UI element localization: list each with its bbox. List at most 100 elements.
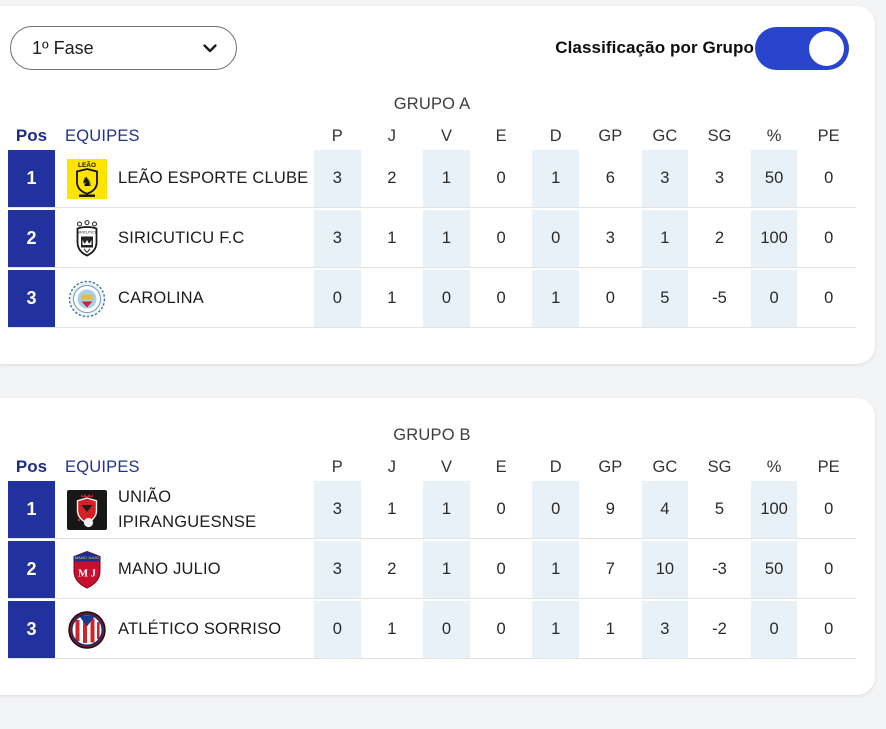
team-cell: ATLÉTICO SORRISO (55, 601, 310, 658)
stat-cell-p: 3 (310, 481, 365, 538)
stat-column-header-sg: SG (707, 126, 732, 145)
stat-cell-gc: 10 (638, 541, 693, 598)
stat-column-header-d: D (549, 126, 562, 145)
table-row[interactable]: 1 LEÃO ♞ LEÃO ESPORTE CLUBE 3 2 1 0 1 6 3 3 50 0 (8, 150, 856, 208)
stat-cell-gc: 3 (638, 601, 693, 658)
stat-column-header-v: V (440, 126, 452, 145)
stat-cell-j: 1 (387, 620, 397, 638)
table-row[interactable]: 2 MANO JULIO M J MANO JULIO 3 2 1 0 1 7 10 -3 50 0 (8, 541, 856, 599)
equipes-column-header: EQUIPES (65, 457, 140, 476)
stat-cell-pe: 0 (824, 620, 834, 638)
table-row[interactable]: 1 UNIÃO IPIRANGUESNSE 3 1 1 0 0 9 4 5 100 0 (8, 481, 856, 539)
team-name: CAROLINA (118, 289, 204, 307)
stat-cell-sg: 2 (714, 229, 725, 247)
stat-column-header-pe: PE (817, 457, 840, 476)
stat-cell-v: 0 (419, 270, 474, 327)
stat-cell-gp: 7 (605, 560, 615, 578)
leao-esporte-clube-logo: LEÃO ♞ (67, 158, 107, 199)
svg-text:M J: M J (78, 568, 96, 579)
table-row[interactable]: 3 ATLÉTICO SORRISO 0 1 0 0 1 1 3 -2 0 0 (8, 601, 856, 659)
carolina-logo (67, 279, 107, 319)
stat-cell-v: 1 (419, 481, 474, 538)
table-header-row: Pos EQUIPES P J V E D GP GC SG% PE (8, 455, 856, 479)
stat-cell-v: 1 (419, 541, 474, 598)
position-badge: 1 (8, 150, 55, 207)
stat-column-header-pct: % (766, 126, 782, 145)
group-a-card: 1º Fase Classificação por Grupo GRUPO A … (0, 6, 875, 364)
svg-text:LEÃO: LEÃO (78, 160, 96, 169)
stat-cell-pct: 50 (747, 150, 802, 207)
group-b-card: GRUPO B Pos EQUIPES P J V E D GP GC SG% PE 1 UNI… (0, 398, 875, 695)
stat-cell-gp: 0 (605, 289, 615, 307)
group-a-table: GRUPO A Pos EQUIPES P J V E D GP GC SG% PE 1 LEÃ… (0, 95, 875, 328)
mano-julio-logo: MANO JULIO M J (67, 550, 107, 590)
stat-cell-gp: 6 (605, 169, 615, 187)
table-row[interactable]: 3 CAROLINA 0 1 0 0 1 0 5 -5 0 0 (8, 270, 856, 328)
team-name: SIRICUTICU F.C (118, 229, 245, 247)
stat-column-header-pct: % (766, 457, 782, 476)
stat-cell-sg: -5 (712, 289, 727, 307)
stat-column-header-sg: SG (707, 457, 732, 476)
stat-cell-pe: 0 (824, 289, 834, 307)
stat-column-header-pe: PE (817, 126, 840, 145)
chevron-down-icon (203, 44, 217, 53)
stat-cell-d: 1 (528, 541, 583, 598)
stat-cell-pct: 100 (747, 210, 802, 267)
team-cell: UNIÃO IPIRANGUESNSE (55, 481, 310, 538)
stat-cell-sg: 3 (714, 169, 725, 187)
team-name: MANO JULIO (118, 560, 221, 578)
stat-cell-pe: 0 (824, 229, 834, 247)
stat-column-header-p: P (331, 457, 343, 476)
stat-cell-p: 0 (310, 601, 365, 658)
stat-cell-p: 3 (310, 150, 365, 207)
stat-cell-d: 0 (528, 481, 583, 538)
table-row[interactable]: 2 SIRICUTICU SIRICUTICU F.C 3 1 1 0 0 3 1 2 100 0 (8, 210, 856, 268)
stat-cell-p: 3 (310, 541, 365, 598)
stat-cell-e: 0 (496, 229, 506, 247)
stat-column-header-gc: GC (652, 126, 678, 145)
stat-cell-d: 1 (528, 150, 583, 207)
stat-cell-d: 1 (528, 270, 583, 327)
toolbar: 1º Fase Classificação por Grupo (0, 26, 875, 70)
position-badge: 3 (8, 270, 55, 327)
stat-cell-gp: 1 (605, 620, 615, 638)
stat-cell-pe: 0 (824, 500, 834, 518)
stat-cell-p: 0 (310, 270, 365, 327)
stat-cell-gc: 3 (638, 150, 693, 207)
atletico-sorriso-logo (67, 610, 107, 650)
stat-cell-gc: 5 (638, 270, 693, 327)
stat-cell-j: 1 (387, 500, 397, 518)
stat-column-header-v: V (440, 457, 452, 476)
team-cell: LEÃO ♞ LEÃO ESPORTE CLUBE (55, 150, 310, 207)
stat-column-header-gc: GC (652, 457, 678, 476)
svg-text:MANO JULIO: MANO JULIO (75, 555, 99, 560)
stat-cell-pe: 0 (824, 169, 834, 187)
pos-column-header: Pos (15, 457, 48, 476)
team-name: UNIÃO IPIRANGUESNSE (118, 487, 257, 531)
group-toggle-switch[interactable] (755, 26, 849, 70)
stat-cell-gc: 4 (638, 481, 693, 538)
team-cell: MANO JULIO M J MANO JULIO (55, 541, 310, 598)
stat-cell-e: 0 (496, 289, 506, 307)
stat-cell-v: 1 (419, 210, 474, 267)
position-badge: 3 (8, 601, 55, 658)
stat-cell-pct: 0 (747, 601, 802, 658)
stat-cell-sg: -2 (712, 620, 727, 638)
stat-cell-d: 1 (528, 601, 583, 658)
stat-column-header-j: J (387, 457, 397, 476)
group-title: GRUPO A (393, 95, 471, 113)
team-cell: SIRICUTICU SIRICUTICU F.C (55, 210, 310, 267)
table-header-row: Pos EQUIPES P J V E D GP GC SG% PE (8, 124, 856, 148)
stat-cell-j: 1 (387, 289, 397, 307)
stat-cell-j: 1 (387, 229, 397, 247)
phase-dropdown[interactable]: 1º Fase (10, 26, 237, 70)
svg-text:♞: ♞ (81, 174, 93, 189)
stat-column-header-gp: GP (598, 126, 623, 145)
siricuticu-fc-logo: SIRICUTICU (67, 219, 107, 259)
stat-cell-e: 0 (496, 169, 506, 187)
stat-column-header-j: J (387, 126, 397, 145)
group-b-table: GRUPO B Pos EQUIPES P J V E D GP GC SG% PE 1 UNI… (0, 426, 875, 659)
stat-cell-v: 1 (419, 150, 474, 207)
stat-cell-sg: -3 (712, 560, 727, 578)
stat-cell-sg: 5 (714, 500, 725, 518)
